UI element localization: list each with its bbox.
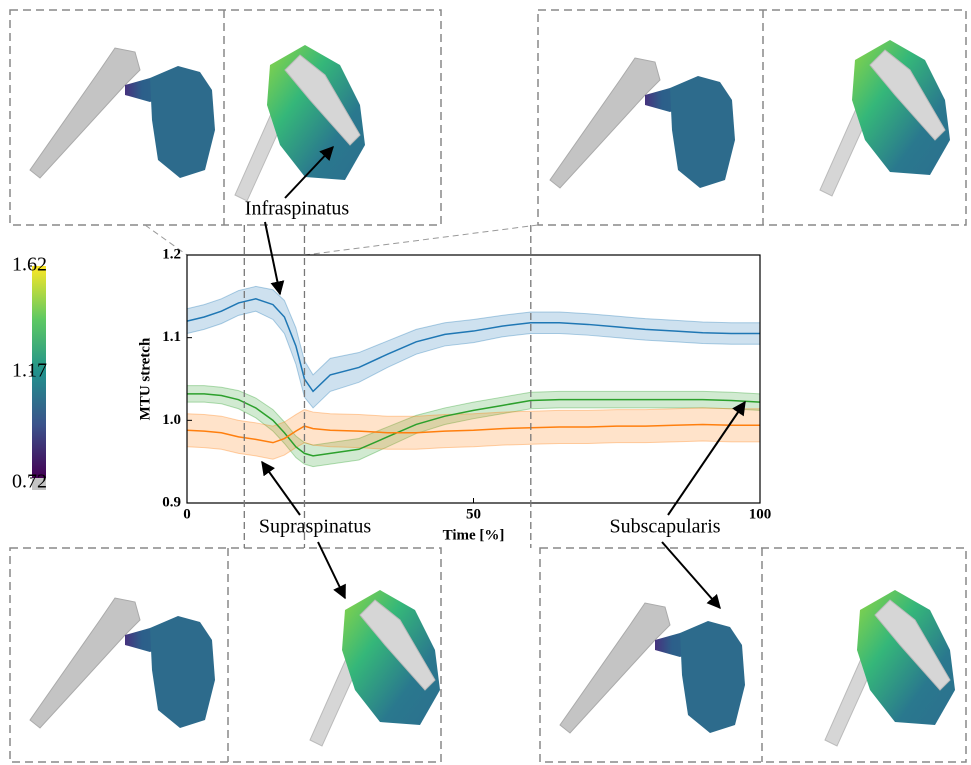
panel-frame [539,547,967,763]
arrow [667,400,746,516]
y-tick-label: 1.1 [162,329,181,345]
y-tick-label: 1.2 [162,246,181,262]
shoulder-render [549,57,736,189]
y-tick-label: 0.9 [162,494,181,510]
x-axis-label: Time [%] [443,527,505,543]
y-tick-label: 1.0 [162,412,181,428]
arrow [284,145,334,199]
shoulder-render [234,44,366,202]
colorbar-tick-label: 1.62 [12,254,47,276]
arrow [317,541,346,600]
x-tick-label: 100 [749,506,772,522]
connector [144,224,188,256]
annotation: Supraspinatus [259,516,371,538]
colorbar-tick-label: 0.72 [12,471,47,493]
shoulder-render [29,597,216,729]
series-line [186,423,760,444]
arrow [264,221,285,296]
connector [304,224,539,256]
shoulder-render [824,589,956,747]
series-line [186,298,760,393]
panel-bottom-right [539,547,967,763]
y-axis-label: MTU stretch [137,337,153,420]
x-tick-label: 50 [466,506,481,522]
shoulder-render [309,589,441,747]
series-line [187,393,761,457]
shoulder-render [29,47,216,179]
shoulder-render [559,602,746,734]
arrow [661,541,721,610]
panel-top-left [9,9,442,226]
x-tick-label: 0 [183,506,191,522]
panel-frame [9,9,442,226]
annotation: Subscapularis [609,516,720,538]
colorbar: 0.72 1.17 1.62 [12,254,47,493]
annotation: Infraspinatus [245,198,350,220]
arrow [261,460,301,516]
shoulder-render [819,39,951,197]
colorbar-gradient [32,266,46,478]
panel-frame [537,9,967,226]
panel-top-right [537,9,967,226]
panel-bottom-left [9,547,442,763]
colorbar-under [32,478,46,490]
colorbar-tick-label: 1.17 [12,360,47,382]
plot: 0.9 1.0 1.1 1.2 0 50 100 Time [%] MTU stretch [137,246,771,543]
panel-frame [9,547,442,763]
